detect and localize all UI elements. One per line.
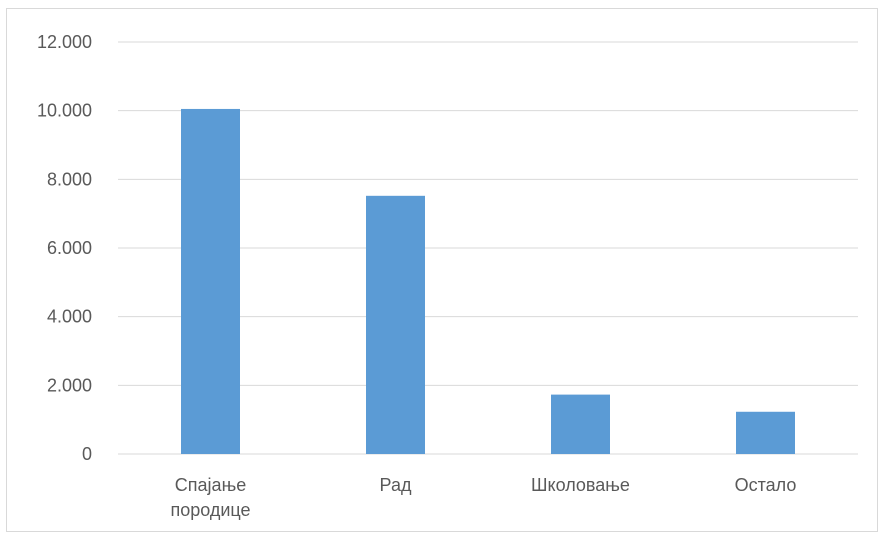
y-tick-label: 2.000 — [47, 375, 92, 395]
bar — [736, 411, 795, 454]
chart-frame — [6, 8, 878, 532]
y-tick-label: 4.000 — [47, 307, 92, 327]
x-category-label: Рад — [380, 475, 412, 495]
x-category-label: Спајање породице — [170, 475, 250, 520]
x-category-label: Остало — [735, 475, 797, 495]
x-category-label-line: Остало — [735, 475, 797, 495]
bars — [181, 108, 795, 454]
bar — [181, 108, 240, 454]
bar — [551, 394, 610, 454]
x-category-label-line: Школовање — [531, 475, 630, 495]
bar — [366, 195, 425, 454]
y-tick-label: 8.000 — [47, 169, 92, 189]
gridlines — [118, 41, 858, 455]
y-tick-label: 10.000 — [37, 101, 92, 121]
x-category-label-line: Рад — [380, 475, 412, 495]
y-tick-label: 12.000 — [37, 32, 92, 52]
y-tick-label: 0 — [82, 444, 92, 464]
x-axis: Спајање породице Рад Школовање Остало — [170, 475, 796, 520]
y-tick-label: 6.000 — [47, 238, 92, 258]
x-category-label: Школовање — [531, 475, 630, 495]
x-category-label-line: породице — [170, 500, 250, 520]
y-axis: 0 2.000 4.000 6.000 8.000 10.000 12.000 — [37, 32, 92, 464]
x-category-label-line: Спајање — [175, 475, 246, 495]
